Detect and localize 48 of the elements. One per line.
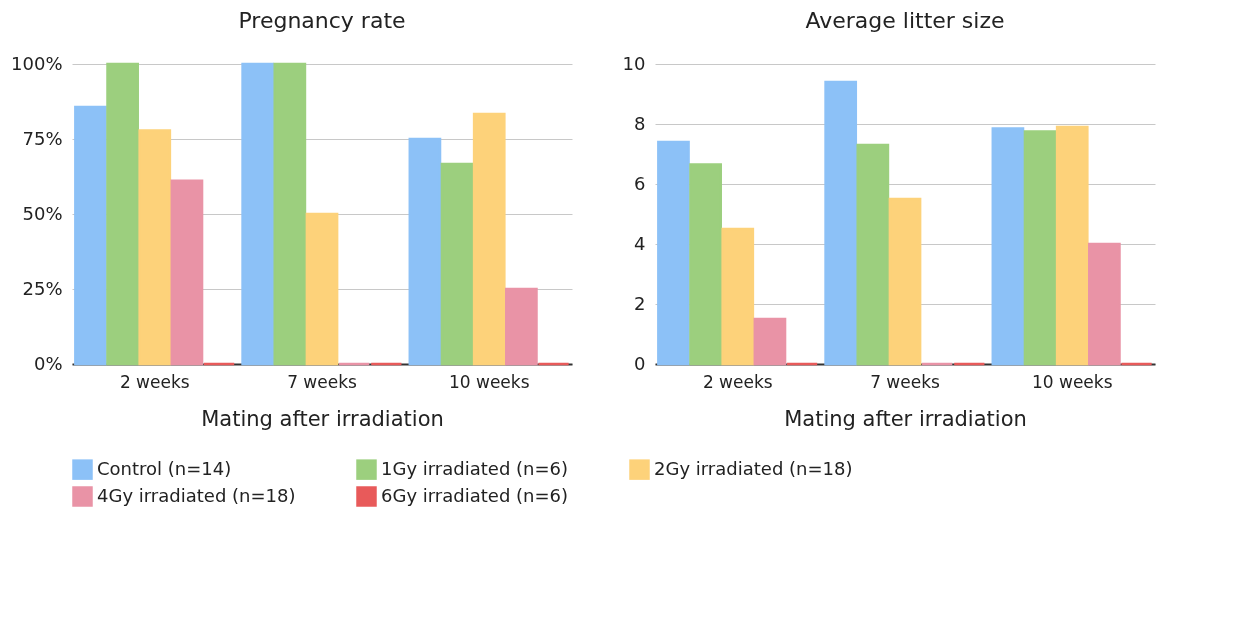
- y-tick-label: 10: [622, 52, 646, 74]
- bar: [472, 112, 506, 366]
- x-tick-label: 10 weeks: [1031, 371, 1113, 392]
- bar: [657, 140, 690, 366]
- bar: [305, 212, 339, 366]
- y-tick-label: 2: [634, 292, 646, 314]
- y-tick-label: 25%: [22, 277, 63, 299]
- y-tick-label: 50%: [22, 202, 63, 224]
- legend-label: 2Gy irradiated (n=18): [654, 457, 853, 479]
- bar: [856, 143, 890, 366]
- bar: [991, 127, 1025, 366]
- bar: [440, 162, 474, 366]
- x-tick-label: 7 weeks: [870, 371, 941, 392]
- bar: [138, 129, 172, 366]
- bar: [753, 317, 787, 366]
- legend-label: 1Gy irradiated (n=6): [381, 457, 569, 479]
- y-tick-label: 75%: [22, 127, 63, 149]
- bar: [106, 62, 139, 366]
- bar: [74, 105, 107, 366]
- chart-title: Average litter size: [805, 8, 1005, 33]
- bar: [1088, 242, 1121, 366]
- y-tick-label: 4: [634, 232, 646, 254]
- chart-title: Pregnancy rate: [238, 8, 406, 33]
- x-tick-label: 2 weeks: [119, 371, 190, 392]
- y-tick-label: 0%: [33, 352, 63, 374]
- y-tick-label: 6: [634, 172, 646, 194]
- bar: [273, 62, 307, 366]
- x-tick-label: 2 weeks: [702, 371, 773, 392]
- bar: [824, 80, 858, 366]
- x-axis-title: Mating after irradiation: [784, 406, 1027, 431]
- legend-label: 4Gy irradiated (n=18): [97, 484, 296, 506]
- x-axis-title: Mating after irradiation: [201, 406, 444, 431]
- x-tick-label: 7 weeks: [287, 371, 358, 392]
- legend-label: Control (n=14): [97, 457, 232, 479]
- y-tick-label: 100%: [11, 52, 63, 74]
- bar: [721, 227, 755, 366]
- y-tick-label: 8: [634, 112, 646, 134]
- bar: [241, 62, 275, 366]
- bar: [170, 179, 204, 366]
- bar: [1055, 125, 1089, 366]
- legend-label: 6Gy irradiated (n=6): [381, 484, 569, 506]
- bar: [888, 197, 922, 366]
- bar: [689, 163, 722, 366]
- x-tick-label: 10 weeks: [448, 371, 530, 392]
- bar: [408, 137, 442, 366]
- bar: [505, 287, 538, 366]
- y-tick-label: 0: [634, 352, 646, 374]
- bar: [1023, 130, 1057, 366]
